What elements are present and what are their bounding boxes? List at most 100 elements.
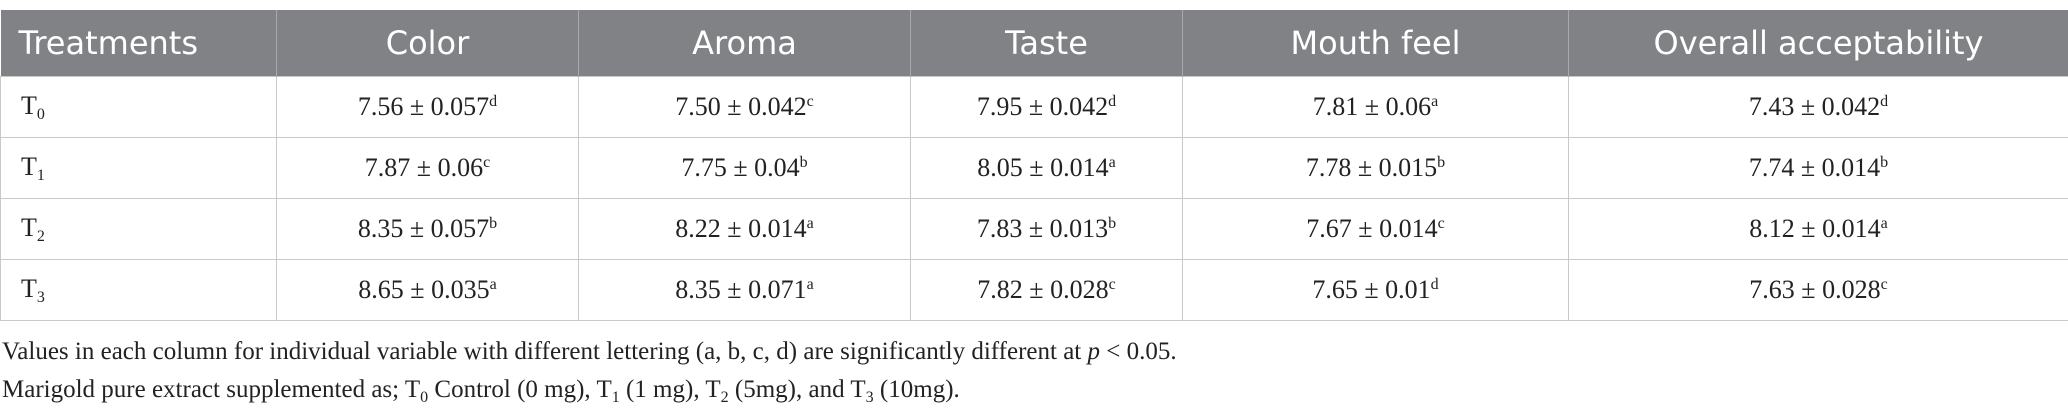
treatment-subscript: 1 — [36, 166, 45, 184]
value-cell: 8.12 ± 0.014a — [1568, 198, 2068, 260]
significance-letter: d — [489, 93, 498, 110]
footnote: Marigold pure extract supplemented as; T… — [2, 376, 1177, 412]
significance-letter: d — [1108, 93, 1117, 110]
footnote-text: 1 — [611, 389, 620, 406]
value-cell: 7.65 ± 0.01d — [1182, 259, 1569, 321]
value-cell: 7.82 ± 0.028c — [910, 259, 1183, 321]
footnote-text: (1 mg), T — [619, 376, 721, 403]
column-header: Color — [276, 10, 579, 77]
treatment-cell: T0 — [0, 76, 277, 138]
mean-sd: 7.95 ± 0.042 — [976, 92, 1109, 121]
significance-letter: d — [1430, 276, 1439, 293]
table-row: T2 8.35 ± 0.057b 8.22 ± 0.014a 7.83 ± 0.013… — [0, 198, 2068, 260]
footnote-text: 0 — [420, 389, 429, 406]
mean-sd: 7.74 ± 0.014 — [1748, 153, 1881, 182]
treatment-cell: T2 — [0, 198, 277, 260]
mean-sd: 7.82 ± 0.028 — [977, 275, 1109, 304]
mean-sd: 8.35 ± 0.071 — [675, 275, 807, 304]
footnote-text: Values in each column for individual var… — [2, 338, 1088, 365]
significance-letter: a — [806, 215, 814, 232]
mean-sd: 8.65 ± 0.035 — [358, 275, 490, 304]
value-cell: 7.78 ± 0.015b — [1182, 137, 1569, 199]
table-row: T3 8.65 ± 0.035a 8.35 ± 0.071a 7.82 ± 0.028… — [0, 259, 2068, 321]
footnote-text: p — [1087, 338, 1101, 365]
value-cell: 7.67 ± 0.014c — [1182, 198, 1569, 260]
footnote-text: 3 — [865, 389, 874, 406]
significance-letter: b — [489, 215, 498, 232]
mean-sd: 8.22 ± 0.014 — [675, 214, 807, 243]
significance-letter: c — [806, 93, 814, 110]
significance-letter: a — [1431, 93, 1439, 110]
footnote-text: < 0.05. — [1100, 338, 1177, 365]
header-row: Treatments Color Aroma Taste Mouth feel Overa… — [0, 10, 2068, 77]
column-header: Overall acceptability — [1568, 10, 2068, 77]
value-cell: 7.74 ± 0.014b — [1568, 137, 2068, 199]
significance-letter: a — [1108, 154, 1116, 171]
mean-sd: 7.78 ± 0.015 — [1305, 153, 1438, 182]
value-cell: 7.81 ± 0.06a — [1182, 76, 1569, 138]
treatment-subscript: 2 — [36, 227, 45, 245]
mean-sd: 7.67 ± 0.014 — [1306, 214, 1438, 243]
significance-letter: a — [489, 276, 497, 293]
treatment-label: T — [21, 151, 37, 181]
significance-letter: a — [1880, 215, 1888, 232]
value-cell: 7.63 ± 0.028c — [1568, 259, 2068, 321]
treatment-cell: T3 — [0, 259, 277, 321]
table-row: T1 7.87 ± 0.06c 7.75 ± 0.04b 8.05 ± 0.014a 7… — [0, 137, 2068, 199]
mean-sd: 7.87 ± 0.06 — [364, 153, 484, 182]
significance-letter: c — [1108, 276, 1116, 293]
footnote-text: (10mg). — [873, 376, 960, 403]
treatment-cell: T1 — [0, 137, 277, 199]
data-table: Treatments Color Aroma Taste Mouth feel Overa… — [0, 10, 2068, 321]
mean-sd: 8.12 ± 0.014 — [1749, 214, 1881, 243]
mean-sd: 7.50 ± 0.042 — [675, 92, 807, 121]
value-cell: 8.05 ± 0.014a — [910, 137, 1183, 199]
significance-letter: c — [1437, 215, 1445, 232]
column-header: Taste — [910, 10, 1183, 77]
treatment-label: T — [21, 90, 37, 120]
value-cell: 7.95 ± 0.042d — [910, 76, 1183, 138]
mean-sd: 7.63 ± 0.028 — [1749, 275, 1881, 304]
significance-letter: b — [1108, 215, 1117, 232]
footnote-text: Control (0 mg), T — [428, 376, 612, 403]
treatment-label: T — [21, 273, 37, 303]
mean-sd: 7.56 ± 0.057 — [357, 92, 490, 121]
treatment-subscript: 0 — [36, 105, 45, 123]
mean-sd: 7.43 ± 0.042 — [1748, 92, 1881, 121]
significance-letter: c — [1880, 276, 1888, 293]
value-cell: 7.50 ± 0.042c — [578, 76, 911, 138]
mean-sd: 7.83 ± 0.013 — [976, 214, 1109, 243]
significance-letter: b — [1880, 154, 1889, 171]
value-cell: 7.75 ± 0.04b — [578, 137, 911, 199]
table-row: T0 7.56 ± 0.057d 7.50 ± 0.042c 7.95 ± 0.042… — [0, 76, 2068, 138]
value-cell: 7.56 ± 0.057d — [276, 76, 579, 138]
mean-sd: 7.65 ± 0.01 — [1312, 275, 1431, 304]
column-header: Treatments — [0, 10, 277, 77]
treatment-label: T — [21, 212, 37, 242]
value-cell: 7.87 ± 0.06c — [276, 137, 579, 199]
footnote-text: 2 — [720, 389, 729, 406]
table-body: T0 7.56 ± 0.057d 7.50 ± 0.042c 7.95 ± 0.042… — [0, 76, 2068, 321]
footnotes: Values in each column for individual var… — [2, 338, 1177, 416]
significance-letter: b — [799, 154, 808, 171]
column-header: Aroma — [578, 10, 911, 77]
footnote: Values in each column for individual var… — [2, 338, 1177, 366]
significance-letter: d — [1880, 93, 1889, 110]
mean-sd: 7.75 ± 0.04 — [681, 153, 800, 182]
value-cell: 7.83 ± 0.013b — [910, 198, 1183, 260]
footnote-text: (5mg), and T — [728, 376, 866, 403]
value-cell: 8.65 ± 0.035a — [276, 259, 579, 321]
mean-sd: 8.05 ± 0.014 — [977, 153, 1109, 182]
significance-letter: c — [483, 154, 491, 171]
value-cell: 7.43 ± 0.042d — [1568, 76, 2068, 138]
mean-sd: 8.35 ± 0.057 — [357, 214, 490, 243]
significance-letter: a — [806, 276, 814, 293]
footnote-text: Marigold pure extract supplemented as; T — [2, 376, 421, 403]
mean-sd: 7.81 ± 0.06 — [1312, 92, 1432, 121]
value-cell: 8.35 ± 0.057b — [276, 198, 579, 260]
column-header: Mouth feel — [1182, 10, 1569, 77]
treatment-subscript: 3 — [36, 288, 45, 306]
significance-letter: b — [1437, 154, 1446, 171]
value-cell: 8.22 ± 0.014a — [578, 198, 911, 260]
